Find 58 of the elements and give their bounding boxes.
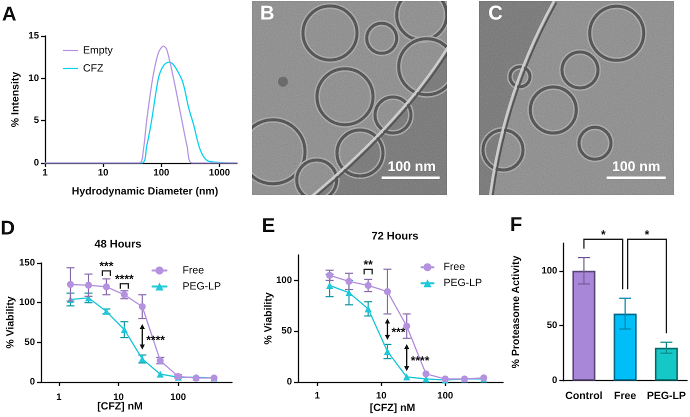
y-axis-title: % Viability <box>262 292 274 345</box>
text: B <box>260 2 274 24</box>
text: E <box>262 215 276 237</box>
y-tick-label: 150 <box>19 258 35 268</box>
x-tick-label: 1 <box>42 168 48 178</box>
annotation: **** <box>146 332 166 347</box>
y-tick-label: 0 <box>34 158 39 168</box>
annotation: **** <box>114 272 134 286</box>
legend-label: PEG-LP <box>182 280 221 292</box>
x-axis-title: [CFZ] nM <box>97 400 143 412</box>
y-tick-label: 0 <box>30 376 35 388</box>
y-tick-label: 10 <box>28 72 39 84</box>
y-tick-label: 50 <box>24 336 35 348</box>
text: D <box>0 217 15 240</box>
y-tick-label: 0 <box>286 376 292 388</box>
legend-label: Free <box>182 264 204 276</box>
text: * <box>600 227 606 242</box>
annotation: *** <box>99 258 114 273</box>
x-tick-label: 100 <box>170 392 186 403</box>
y-tick-label: 100 <box>19 297 35 308</box>
x-axis-title: Hydrodynamic Diameter (nm) <box>72 186 218 198</box>
text: F <box>510 214 522 236</box>
y-tick-label: 100 <box>276 274 292 286</box>
y-tick-label: 100 <box>541 265 558 276</box>
x-tick-label: PEG-LP <box>646 390 686 402</box>
text: A <box>2 4 16 26</box>
text: C <box>488 2 503 24</box>
y-tick-label: 0 <box>552 375 558 386</box>
annotation: *** <box>391 325 406 340</box>
x-tick-label: 1 <box>56 392 62 403</box>
legend-label: Free <box>443 261 466 274</box>
text: 100 nm <box>388 158 436 174</box>
y-axis-title: % Viability <box>4 296 16 349</box>
x-tick-label: 1000 <box>208 168 230 178</box>
y-tick-label: 5 <box>34 115 40 126</box>
y-tick-label: 50 <box>281 326 292 337</box>
chart-title: 48 Hours <box>94 238 142 250</box>
x-tick-label: 10 <box>113 392 124 403</box>
legend-label: PEG-LP <box>443 277 482 290</box>
x-tick-label: 100 <box>437 390 454 402</box>
y-tick-label: 15 <box>28 30 40 42</box>
chart-title: 72 Hours <box>371 230 419 242</box>
legend-label: Empty <box>83 44 114 56</box>
x-tick-label: 10 <box>98 168 108 178</box>
y-tick-label: 50 <box>546 320 558 332</box>
x-tick-label: 100 <box>153 168 170 178</box>
x-tick-label: 10 <box>376 390 387 402</box>
annotation: ** <box>364 257 374 272</box>
annotation: **** <box>410 354 430 368</box>
text: * <box>644 227 650 242</box>
y-axis-title: % Intensity <box>10 72 22 128</box>
legend-label: CFZ <box>83 62 104 74</box>
x-tick-label: 1 <box>314 390 321 402</box>
x-axis-title: [CFZ] nM <box>370 402 416 414</box>
y-axis-title: % Proteasome Activity <box>510 255 522 368</box>
x-tick-label: Control <box>565 390 603 402</box>
text: 100 nm <box>612 158 660 174</box>
x-tick-label: Free <box>614 390 636 402</box>
